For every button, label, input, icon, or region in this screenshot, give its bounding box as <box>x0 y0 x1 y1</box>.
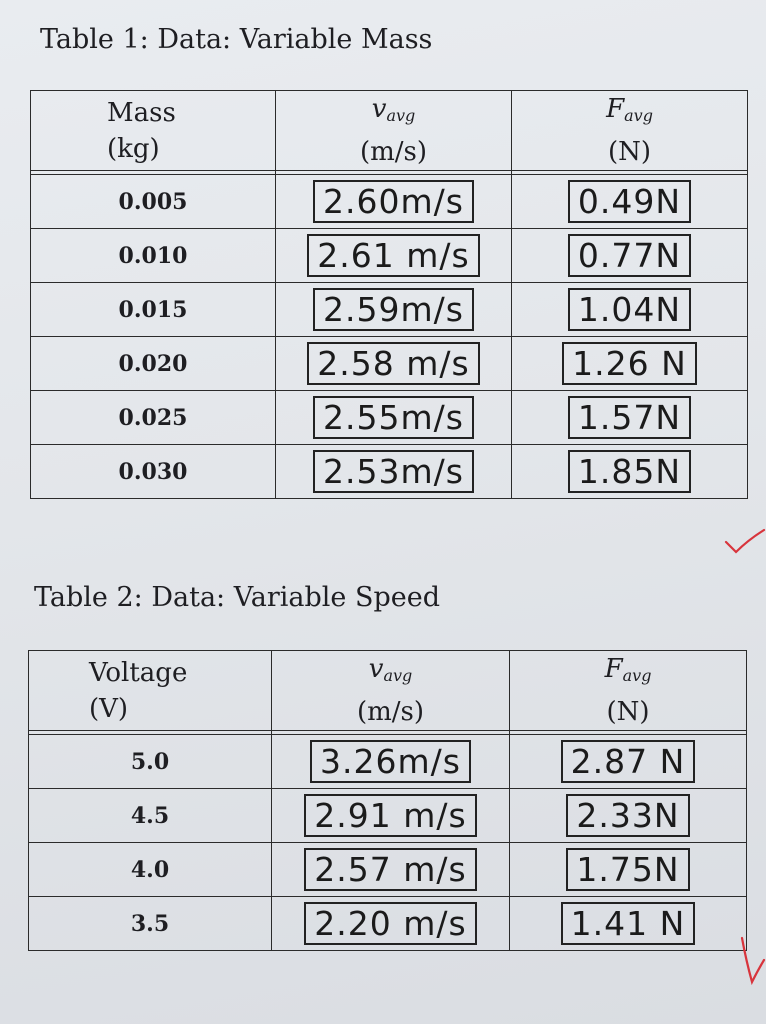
velocity-cell: 2.61 m/s <box>275 228 512 283</box>
voltage-cell: 5.0 <box>28 734 272 789</box>
table2: Voltage (V) vavg (m/s) Favg (N) 5.0 3.26m/s… <box>28 650 747 951</box>
mass-cell: 0.010 <box>30 228 276 283</box>
force-cell: 1.85N <box>511 444 748 499</box>
velocity-cell: 2.20 m/s <box>271 896 510 951</box>
table1-caption: Table 1: Data: Variable Mass <box>40 24 433 55</box>
table-row: 0.025 2.55m/s 1.57N <box>30 390 748 445</box>
mass-cell: 0.020 <box>30 336 276 391</box>
velocity-cell: 2.59m/s <box>275 282 512 337</box>
force-cell: 0.49N <box>511 174 748 229</box>
check-mark-icon <box>724 528 766 554</box>
table-row: 0.005 2.60m/s 0.49N <box>30 174 748 229</box>
force-cell: 1.04N <box>511 282 748 337</box>
force-cell: 2.33N <box>509 788 747 843</box>
force-cell: 1.41 N <box>509 896 747 951</box>
velocity-cell: 2.53m/s <box>275 444 512 499</box>
force-cell: 0.77N <box>511 228 748 283</box>
table2-header-voltage: Voltage (V) <box>28 650 272 731</box>
table1: Mass (kg) vavg (m/s) Favg (N) 0.005 2.60m/s… <box>30 90 748 499</box>
force-cell: 1.75N <box>509 842 747 897</box>
table2-header-force: Favg (N) <box>509 650 747 731</box>
velocity-cell: 2.60m/s <box>275 174 512 229</box>
velocity-cell: 2.55m/s <box>275 390 512 445</box>
table-row: 4.0 2.57 m/s 1.75N <box>28 842 747 897</box>
table1-header-velocity: vavg (m/s) <box>275 90 512 171</box>
table-row: 4.5 2.91 m/s 2.33N <box>28 788 747 843</box>
mass-cell: 0.030 <box>30 444 276 499</box>
table-row: 0.020 2.58 m/s 1.26 N <box>30 336 748 391</box>
velocity-cell: 2.57 m/s <box>271 842 510 897</box>
mass-cell: 0.005 <box>30 174 276 229</box>
table1-header-mass: Mass (kg) <box>30 90 276 171</box>
table-row: 5.0 3.26m/s 2.87 N <box>28 734 747 789</box>
velocity-cell: 3.26m/s <box>271 734 510 789</box>
force-cell: 1.26 N <box>511 336 748 391</box>
force-cell: 1.57N <box>511 390 748 445</box>
table-row: 0.015 2.59m/s 1.04N <box>30 282 748 337</box>
table-row: 0.010 2.61 m/s 0.77N <box>30 228 748 283</box>
table2-caption: Table 2: Data: Variable Speed <box>34 582 440 613</box>
velocity-cell: 2.58 m/s <box>275 336 512 391</box>
voltage-cell: 3.5 <box>28 896 272 951</box>
table-row: 3.5 2.20 m/s 1.41 N <box>28 896 747 951</box>
mass-cell: 0.025 <box>30 390 276 445</box>
check-mark-icon <box>740 936 766 986</box>
velocity-cell: 2.91 m/s <box>271 788 510 843</box>
voltage-cell: 4.0 <box>28 842 272 897</box>
voltage-cell: 4.5 <box>28 788 272 843</box>
table2-header-velocity: vavg (m/s) <box>271 650 510 731</box>
mass-cell: 0.015 <box>30 282 276 337</box>
force-cell: 2.87 N <box>509 734 747 789</box>
table1-header-force: Favg (N) <box>511 90 748 171</box>
table-row: 0.030 2.53m/s 1.85N <box>30 444 748 499</box>
